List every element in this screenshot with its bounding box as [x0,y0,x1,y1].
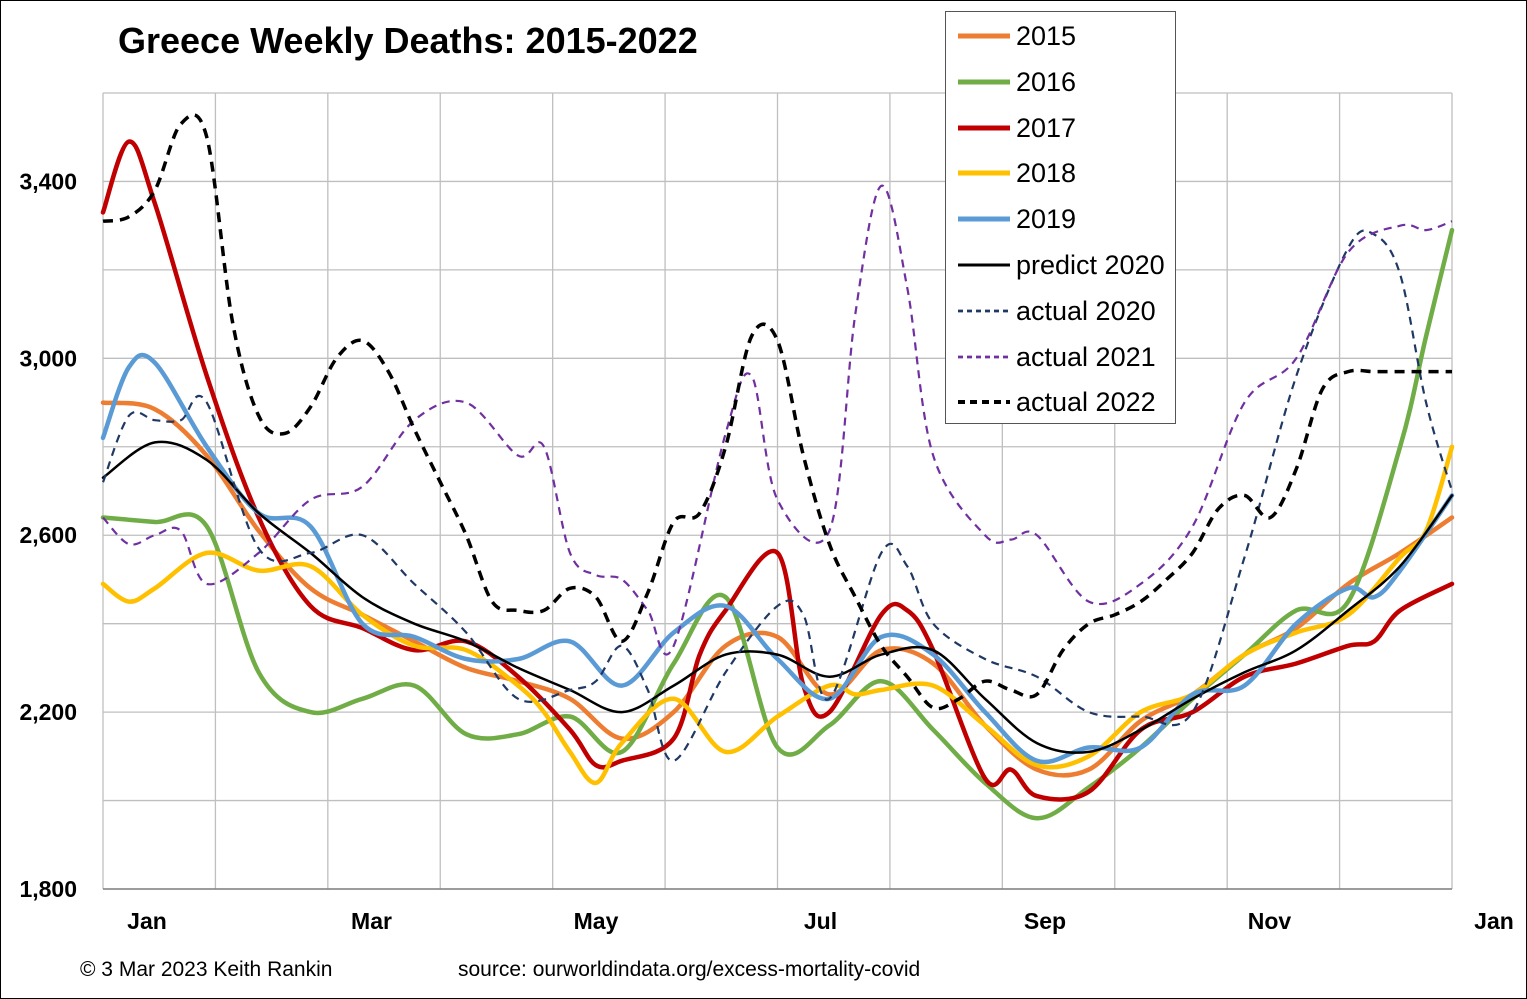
legend-item: 2016 [946,62,1176,102]
y-tick-label: 1,800 [19,876,77,902]
legend-swatch [958,263,1010,267]
x-tick-label: Mar [351,908,392,934]
legend-item: 2018 [946,153,1176,193]
x-tick-label: Sep [1024,908,1066,934]
y-tick-label: 3,400 [19,168,77,194]
legend-label: 2017 [1016,112,1077,143]
y-tick-label: 2,200 [19,699,77,725]
legend-swatch [958,216,1010,222]
series-line-actual-2020 [101,229,1454,762]
y-tick-label: 3,000 [19,345,77,371]
series-line-actual-2022 [102,113,1452,711]
chart-title: Greece Weekly Deaths: 2015-2022 [118,20,698,61]
series-line-2019 [100,352,1455,765]
legend-swatch [958,125,1010,131]
legend-label: 2019 [1016,204,1077,235]
x-axis-ticks: Jan Mar May Jul Sep Nov Jan [127,908,1514,934]
legend-item: actual 2020 [946,291,1176,331]
legend-label: 2015 [1016,21,1077,51]
legend-item: actual 2022 [946,382,1176,422]
legend-swatch [958,33,1010,39]
copyright-note: © 3 Mar 2023 Keith Rankin [80,958,333,981]
legend-label: predict 2020 [1016,250,1165,280]
legend-swatch [958,170,1010,176]
x-tick-label: Jan [127,908,167,934]
series-line-2018 [100,444,1455,786]
legend-item: 2015 [946,16,1176,56]
grid-lines [102,92,1453,890]
x-tick-label: May [574,908,619,934]
legend-label: actual 2022 [1016,387,1156,418]
legend-item: predict 2020 [946,245,1176,285]
legend-swatch [958,79,1010,85]
series-line-actual-2021 [102,184,1453,656]
legend-item: 2017 [946,108,1176,148]
legend-label: actual 2020 [1016,295,1156,326]
legend: 2015 2016 2017 2018 2019 predict 2020 actual 2… [945,11,1176,424]
y-axis-ticks: 1,800 2,200 2,600 3,000 3,400 [19,168,77,902]
legend-swatch [958,309,1010,313]
legend-label: actual 2021 [1016,341,1156,372]
legend-label: 2016 [1016,66,1077,97]
x-tick-label: Nov [1248,908,1292,934]
legend-item: 2019 [946,199,1176,239]
legend-item: actual 2021 [946,337,1176,377]
series-lines [100,113,1455,821]
y-tick-label: 2,600 [19,522,77,548]
legend-swatch [958,400,1010,405]
legend-label: 2018 [1016,158,1077,189]
legend-swatch [958,355,1010,358]
source-note: source: ourworldindata.org/excess-mortal… [458,958,921,981]
x-tick-label: Jul [804,908,837,934]
series-line-2017 [100,139,1455,802]
x-tick-label: Jan [1474,908,1514,934]
series-line-predict-2020 [101,440,1454,754]
series-line-2016 [100,227,1455,821]
